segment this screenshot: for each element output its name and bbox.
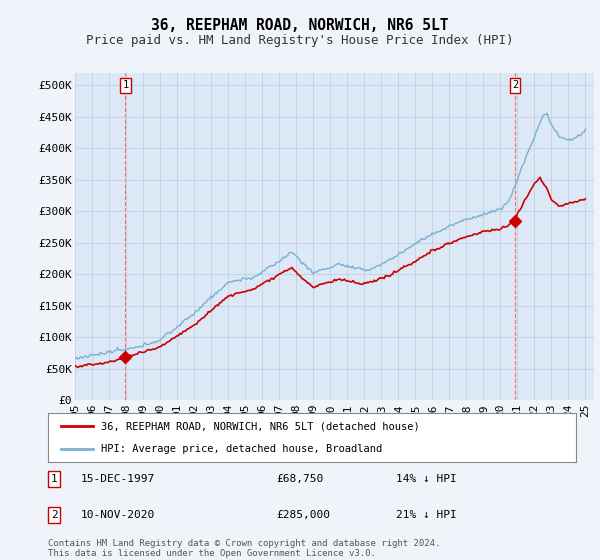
Text: 1: 1 [50,474,58,484]
Text: 21% ↓ HPI: 21% ↓ HPI [396,510,457,520]
Text: 2: 2 [50,510,58,520]
Text: £68,750: £68,750 [276,474,323,484]
Text: Contains HM Land Registry data © Crown copyright and database right 2024.
This d: Contains HM Land Registry data © Crown c… [48,539,440,558]
Text: Price paid vs. HM Land Registry's House Price Index (HPI): Price paid vs. HM Land Registry's House … [86,34,514,46]
Text: 1: 1 [122,81,128,90]
Text: 15-DEC-1997: 15-DEC-1997 [81,474,155,484]
Text: 36, REEPHAM ROAD, NORWICH, NR6 5LT (detached house): 36, REEPHAM ROAD, NORWICH, NR6 5LT (deta… [101,421,419,431]
Text: £285,000: £285,000 [276,510,330,520]
Text: 2: 2 [512,81,518,90]
Text: HPI: Average price, detached house, Broadland: HPI: Average price, detached house, Broa… [101,444,382,454]
Text: 36, REEPHAM ROAD, NORWICH, NR6 5LT: 36, REEPHAM ROAD, NORWICH, NR6 5LT [151,18,449,34]
Text: 14% ↓ HPI: 14% ↓ HPI [396,474,457,484]
Text: 10-NOV-2020: 10-NOV-2020 [81,510,155,520]
